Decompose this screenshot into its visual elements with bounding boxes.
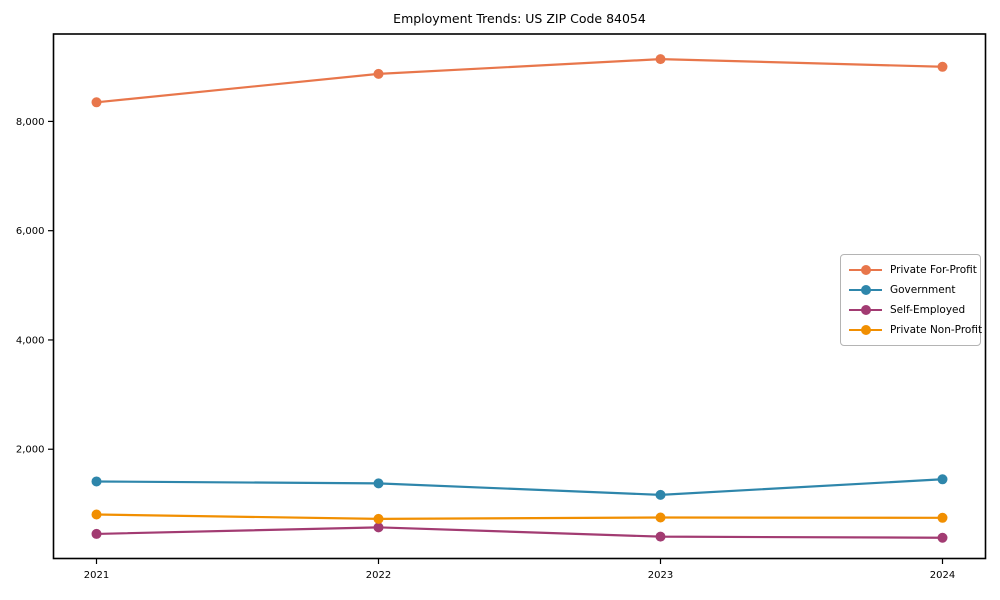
data-point-marker <box>937 532 948 543</box>
data-point-marker <box>373 478 384 489</box>
x-tick-label: 2024 <box>930 570 955 581</box>
legend-label: Private Non-Profit <box>890 324 983 336</box>
y-tick-label: 8,000 <box>16 117 45 128</box>
x-tick-label: 2022 <box>366 570 391 581</box>
series-line-government <box>95 478 944 496</box>
series-line-private-for-profit <box>95 58 944 104</box>
data-point-marker <box>655 54 666 65</box>
legend-item: Self-Employed <box>849 301 976 320</box>
data-point-marker <box>655 512 666 523</box>
y-tick-label: 6,000 <box>16 226 45 237</box>
legend-item: Private Non-Profit <box>849 321 982 340</box>
series-line-self-employed <box>95 526 944 539</box>
data-point-marker <box>91 476 102 487</box>
data-point-marker <box>937 512 948 523</box>
x-tick-label: 2021 <box>84 570 109 581</box>
y-tick-label: 4,000 <box>16 335 45 346</box>
data-point-marker <box>91 528 102 539</box>
data-point-marker <box>91 509 102 520</box>
plot-border <box>52 33 987 560</box>
data-point-marker <box>373 522 384 533</box>
legend-item: Government <box>849 281 976 300</box>
chart-title: Employment Trends: US ZIP Code 84054 <box>393 11 646 26</box>
data-point-marker <box>91 97 102 108</box>
series-line-private-non-profit <box>95 513 944 520</box>
legend-label: Government <box>890 284 956 296</box>
data-point-marker <box>937 474 948 485</box>
legend-box: Private For-Profit Government Self-Employe… <box>840 254 982 346</box>
legend-line-marker-icon <box>849 285 882 296</box>
legend-label: Self-Employed <box>890 304 966 316</box>
data-point-marker <box>937 61 948 72</box>
data-point-marker <box>655 531 666 542</box>
legend-line-marker-icon <box>849 325 882 336</box>
legend-line-marker-icon <box>849 265 882 276</box>
data-point-marker <box>373 68 384 79</box>
legend-label: Private For-Profit <box>890 264 977 276</box>
data-point-marker <box>373 513 384 524</box>
x-tick-label: 2023 <box>648 570 673 581</box>
legend-line-marker-icon <box>849 305 882 316</box>
legend-item: Private For-Profit <box>849 261 977 280</box>
y-tick-label: 2,000 <box>16 445 45 456</box>
data-point-marker <box>655 489 666 500</box>
